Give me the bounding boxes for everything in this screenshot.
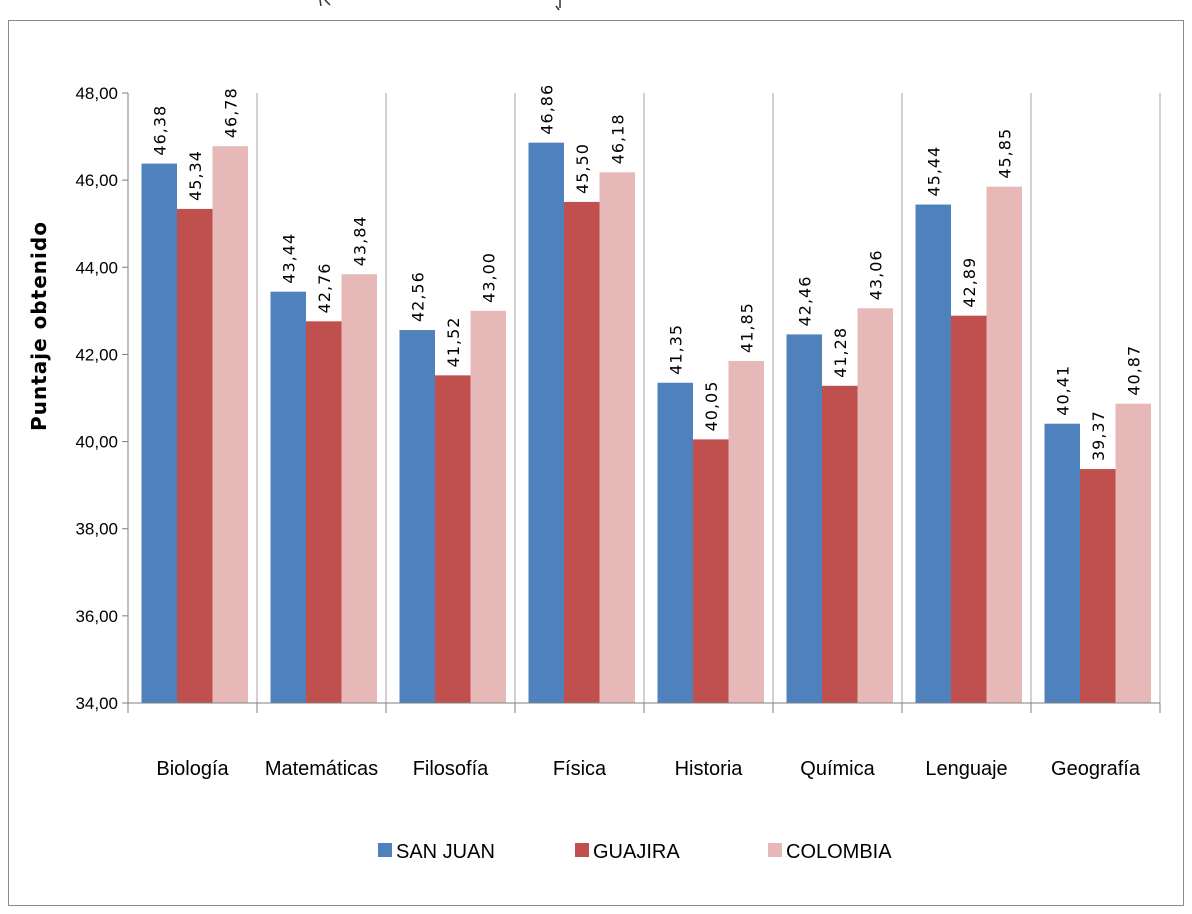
- data-label-colombia-4: 41,85: [737, 302, 756, 353]
- y-tick-label-6: 46,00: [75, 171, 118, 190]
- bar-guajira-0: [177, 208, 213, 703]
- legend-label-1: GUAJIRA: [593, 841, 680, 863]
- legend-label-2: COLOMBIA: [786, 841, 892, 863]
- y-tick-label-7: 48,00: [75, 84, 118, 103]
- bar-colombia-1: [341, 274, 377, 703]
- data-label-colombia-5: 43,06: [866, 249, 885, 300]
- data-label-san-juan-7: 40,41: [1053, 365, 1072, 416]
- y-tick-label-4: 42,00: [75, 345, 118, 364]
- data-label-guajira-5: 41,28: [831, 327, 850, 378]
- data-label-guajira-2: 41,52: [444, 317, 463, 368]
- data-label-san-juan-1: 43,44: [279, 233, 298, 284]
- data-label-san-juan-5: 42,46: [795, 276, 814, 327]
- bar-san-juan-7: [1044, 423, 1080, 703]
- data-label-colombia-6: 45,85: [995, 128, 1014, 179]
- legend-label-0: SAN JUAN: [396, 841, 495, 863]
- bar-san-juan-2: [399, 330, 435, 703]
- bar-san-juan-3: [528, 142, 564, 703]
- legend-swatch-0: [378, 843, 392, 857]
- x-tick-label-0: Biología: [156, 758, 229, 780]
- bars-layer: [141, 142, 1151, 704]
- x-tick-label-3: Física: [553, 758, 607, 780]
- bar-san-juan-6: [915, 204, 951, 704]
- bar-guajira-1: [306, 321, 342, 703]
- legend: SAN JUAN GUAJIRA COLOMBIA: [378, 841, 892, 863]
- x-tick-label-2: Filosofía: [413, 758, 489, 780]
- legend-swatch-2: [768, 843, 782, 857]
- data-labels-layer: 46,38 45,34 46,78 43,44 42,76 43,84 42,56 41,52…: [150, 84, 1143, 461]
- x-tick-label-1: Matemáticas: [265, 758, 378, 780]
- bar-guajira-2: [435, 375, 471, 703]
- y-tick-label-2: 38,00: [75, 520, 118, 539]
- data-label-guajira-4: 40,05: [702, 381, 721, 432]
- bar-colombia-5: [857, 308, 893, 703]
- bar-guajira-5: [822, 385, 858, 703]
- data-label-colombia-2: 43,00: [479, 252, 498, 303]
- bar-guajira-4: [693, 439, 729, 703]
- bar-san-juan-1: [270, 291, 306, 703]
- axis-layer: Biología Matemáticas Filosofía Física Histor…: [75, 84, 1161, 780]
- bar-san-juan-4: [657, 382, 693, 703]
- data-label-guajira-3: 45,50: [573, 143, 592, 194]
- data-label-guajira-1: 42,76: [315, 263, 334, 314]
- data-label-guajira-6: 42,89: [960, 257, 979, 308]
- data-label-san-juan-0: 46,38: [150, 105, 169, 156]
- bar-colombia-7: [1115, 403, 1151, 703]
- y-tick-label-1: 36,00: [75, 607, 118, 626]
- legend-swatch-1: [575, 843, 589, 857]
- data-label-guajira-0: 45,34: [186, 150, 205, 201]
- x-tick-label-6: Lenguaje: [925, 758, 1007, 780]
- y-tick-label-5: 44,00: [75, 258, 118, 277]
- bar-colombia-0: [212, 146, 248, 703]
- x-tick-label-5: Química: [800, 758, 875, 780]
- data-label-san-juan-3: 46,86: [537, 84, 556, 135]
- data-label-colombia-1: 43,84: [350, 215, 369, 266]
- x-tick-label-7: Geografía: [1051, 758, 1141, 780]
- data-label-san-juan-4: 41,35: [666, 324, 685, 375]
- data-label-colombia-3: 46,18: [608, 113, 627, 164]
- y-axis-title: Puntaje obtenido: [27, 221, 51, 431]
- bar-colombia-4: [728, 360, 764, 703]
- bar-san-juan-0: [141, 163, 177, 704]
- bar-san-juan-5: [786, 334, 822, 703]
- y-tick-label-0: 34,00: [75, 694, 118, 713]
- cropped-caption-strokes: [319, 0, 561, 11]
- data-label-colombia-7: 40,87: [1124, 345, 1143, 396]
- bar-colombia-3: [599, 172, 635, 704]
- bar-guajira-3: [564, 201, 600, 703]
- x-tick-label-4: Historia: [675, 758, 744, 780]
- data-label-colombia-0: 46,78: [221, 87, 240, 138]
- data-label-san-juan-6: 45,44: [924, 146, 943, 197]
- bar-colombia-6: [986, 186, 1022, 703]
- grid-layer: [256, 93, 1161, 703]
- y-tick-label-3: 40,00: [75, 433, 118, 452]
- cropped-caption-remnant: [0, 0, 1192, 20]
- bar-guajira-6: [951, 315, 987, 703]
- data-label-san-juan-2: 42,56: [408, 271, 427, 322]
- bar-guajira-7: [1080, 469, 1116, 703]
- data-label-guajira-7: 39,37: [1089, 410, 1108, 461]
- bar-colombia-2: [470, 310, 506, 703]
